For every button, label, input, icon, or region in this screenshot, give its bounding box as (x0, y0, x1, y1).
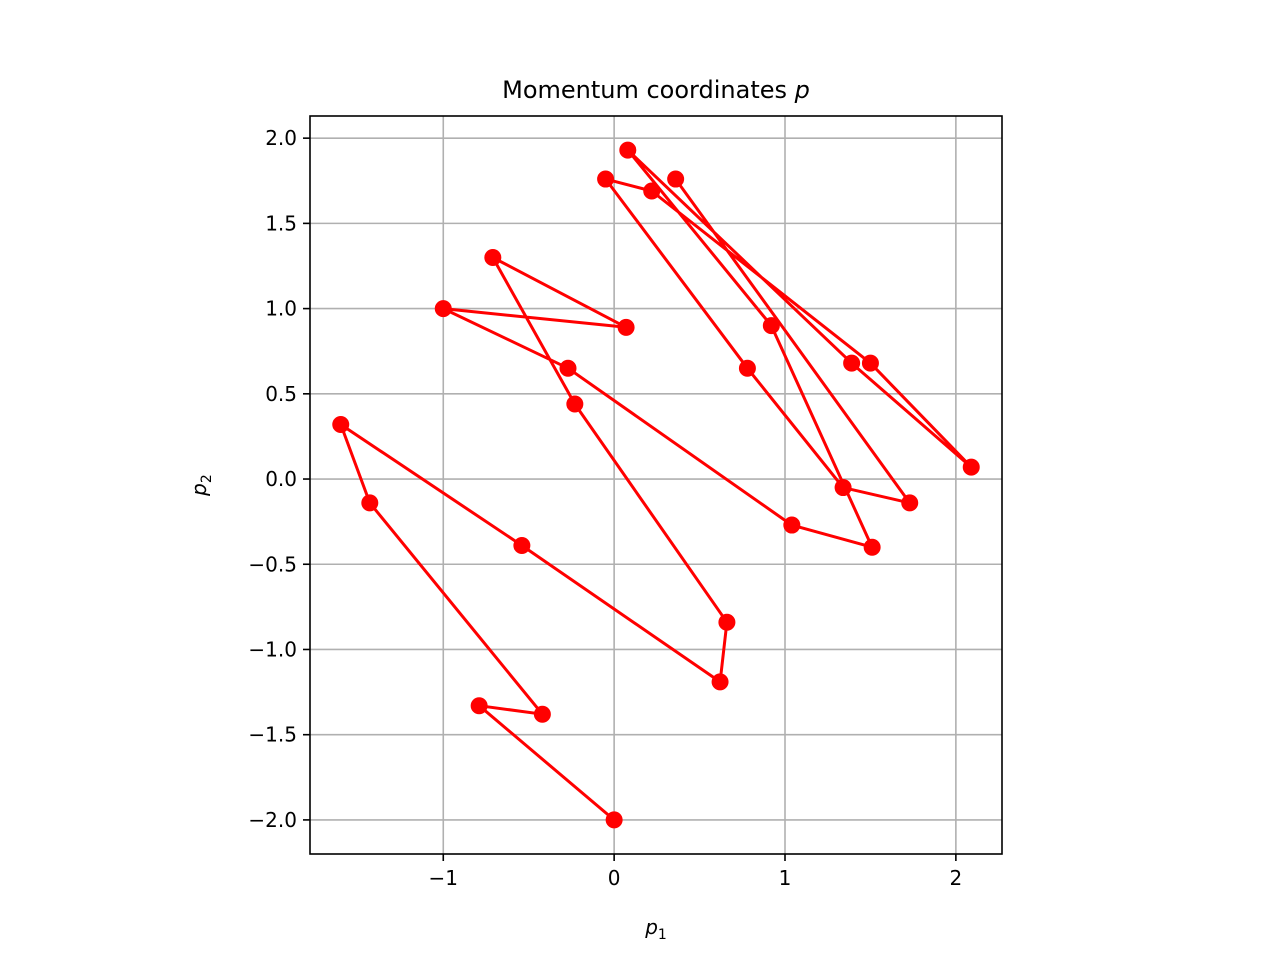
data-point (434, 300, 452, 318)
x-tick-label: 1 (779, 866, 792, 890)
data-point (901, 494, 919, 512)
y-tick-label: −1.0 (248, 637, 297, 661)
y-axis-label: p2 (187, 474, 215, 497)
data-series (332, 141, 980, 829)
y-tick-label: 1.5 (265, 211, 297, 235)
y-tick-label: 0.0 (265, 467, 297, 491)
x-axis-label: p1 (644, 915, 667, 943)
data-point (566, 395, 584, 413)
y-tick-label: 2.0 (265, 126, 297, 150)
data-point (513, 537, 531, 555)
x-axis-label-subscript: 1 (658, 927, 667, 943)
chart-title: Momentum coordinates p (502, 76, 810, 104)
x-tick-label: −1 (429, 866, 458, 890)
data-point (619, 141, 637, 159)
data-point (617, 318, 635, 336)
data-point (559, 359, 577, 377)
data-point (667, 170, 685, 188)
data-point (762, 317, 780, 335)
x-tick-label: 2 (949, 866, 962, 890)
data-point (484, 248, 502, 266)
data-point (783, 516, 801, 534)
data-point (605, 811, 623, 829)
y-tick-label: 1.0 (265, 297, 297, 321)
data-point (738, 359, 756, 377)
y-tick-label: 0.5 (265, 382, 297, 406)
data-point (861, 354, 879, 372)
y-tick-label: −0.5 (248, 552, 297, 576)
data-point (711, 673, 729, 691)
x-tick-label: 0 (608, 866, 621, 890)
data-point (643, 182, 661, 200)
plot-frame (309, 115, 1003, 855)
y-tick-label: −1.5 (248, 723, 297, 747)
data-point (361, 494, 379, 512)
data-point (863, 538, 881, 556)
y-tick-label: −2.0 (248, 808, 297, 832)
axis-ticks: −1 0 1 2 −2.0 −1.5 −1.0 −0.5 0.0 0.5 1.0 1.5 2.0 (248, 126, 962, 890)
data-point (843, 354, 861, 372)
data-point (834, 479, 852, 497)
data-point (332, 415, 350, 433)
data-point (533, 705, 551, 723)
data-point (597, 170, 615, 188)
y-axis-label-subscript: 2 (199, 474, 215, 483)
data-point (962, 458, 980, 476)
chart-title-symbol: p (794, 76, 810, 104)
data-point (470, 697, 488, 715)
data-point (718, 613, 736, 631)
